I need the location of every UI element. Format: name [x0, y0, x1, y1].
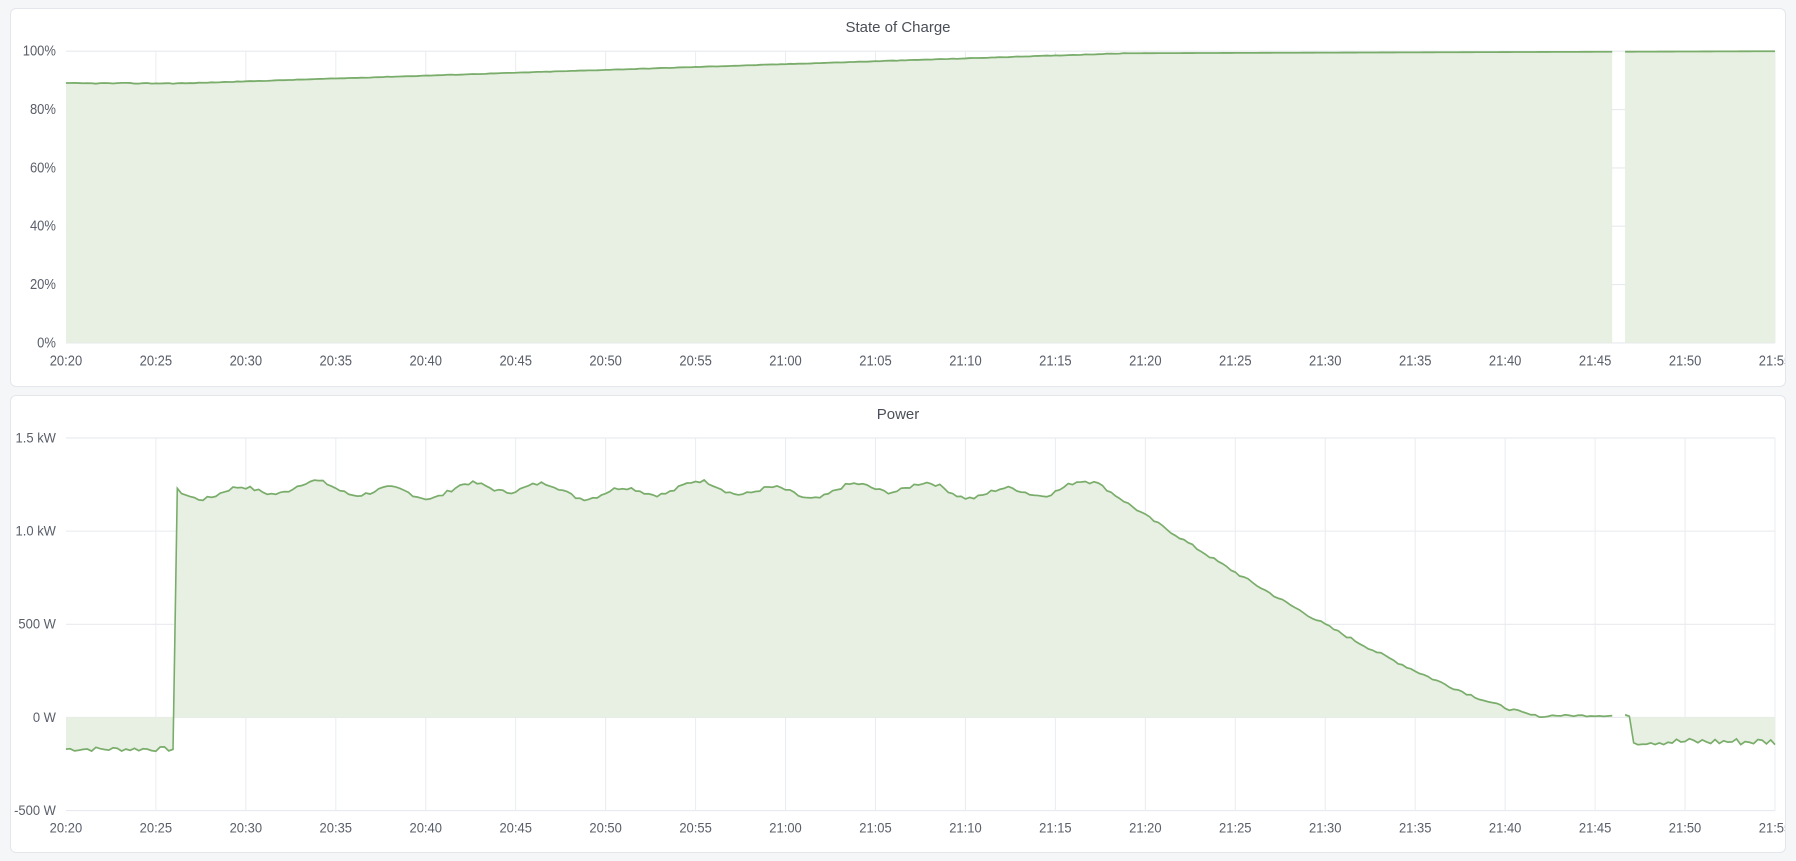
- panel-power: Power 20:20 20:25 20:30 20:35 20:40 20:45 20:5…: [10, 395, 1786, 853]
- svg-text:20:35: 20:35: [320, 353, 353, 369]
- svg-text:0%: 0%: [37, 335, 56, 351]
- svg-text:21:15: 21:15: [1039, 819, 1071, 835]
- svg-text:21:15: 21:15: [1039, 353, 1072, 369]
- svg-text:21:25: 21:25: [1219, 353, 1252, 369]
- svg-text:21:30: 21:30: [1309, 353, 1342, 369]
- svg-text:21:40: 21:40: [1489, 353, 1522, 369]
- svg-text:20:20: 20:20: [50, 353, 83, 369]
- svg-text:21:00: 21:00: [769, 353, 802, 369]
- svg-text:20:50: 20:50: [589, 353, 622, 369]
- svg-text:40%: 40%: [30, 218, 56, 234]
- svg-text:20:25: 20:25: [140, 353, 173, 369]
- svg-text:21:50: 21:50: [1669, 353, 1702, 369]
- svg-text:20:50: 20:50: [589, 819, 622, 835]
- svg-text:20:30: 20:30: [230, 353, 263, 369]
- svg-text:21:20: 21:20: [1129, 819, 1162, 835]
- chart-title-soc: State of Charge: [11, 9, 1785, 40]
- svg-text:21:10: 21:10: [949, 819, 982, 835]
- svg-text:21:45: 21:45: [1579, 353, 1612, 369]
- svg-text:21:35: 21:35: [1399, 819, 1431, 835]
- panel-state-of-charge: State of Charge 20:20 20:25 20:30 20:35 20:4…: [10, 8, 1786, 387]
- chart-canvas-power[interactable]: 20:20 20:25 20:30 20:35 20:40 20:45 20:50 20:55…: [11, 427, 1785, 843]
- dashboard-root: State of Charge 20:20 20:25 20:30 20:35 20:4…: [0, 0, 1796, 861]
- svg-text:21:10: 21:10: [949, 353, 982, 369]
- svg-text:20:45: 20:45: [499, 353, 532, 369]
- svg-text:21:55: 21:55: [1759, 353, 1785, 369]
- svg-text:21:20: 21:20: [1129, 353, 1162, 369]
- svg-text:21:35: 21:35: [1399, 353, 1432, 369]
- svg-text:21:25: 21:25: [1219, 819, 1251, 835]
- svg-text:20%: 20%: [30, 276, 56, 292]
- svg-text:20:55: 20:55: [679, 353, 712, 369]
- chart-title-power: Power: [11, 396, 1785, 427]
- svg-text:21:45: 21:45: [1579, 819, 1611, 835]
- svg-text:20:55: 20:55: [679, 819, 711, 835]
- svg-text:21:55: 21:55: [1759, 819, 1785, 835]
- svg-text:21:40: 21:40: [1489, 819, 1522, 835]
- svg-text:21:30: 21:30: [1309, 819, 1342, 835]
- svg-text:20:30: 20:30: [230, 819, 263, 835]
- svg-text:21:05: 21:05: [859, 819, 891, 835]
- svg-text:500 W: 500 W: [18, 616, 56, 632]
- svg-text:100%: 100%: [23, 43, 56, 59]
- svg-text:1.0 kW: 1.0 kW: [16, 523, 57, 539]
- svg-text:-500 W: -500 W: [14, 802, 56, 818]
- svg-text:20:40: 20:40: [410, 353, 443, 369]
- svg-text:21:00: 21:00: [769, 819, 802, 835]
- svg-text:1.5 kW: 1.5 kW: [16, 429, 57, 445]
- svg-text:80%: 80%: [30, 101, 56, 117]
- svg-text:21:05: 21:05: [859, 353, 892, 369]
- svg-text:20:40: 20:40: [409, 819, 442, 835]
- svg-text:20:35: 20:35: [320, 819, 352, 835]
- svg-text:60%: 60%: [30, 160, 56, 176]
- svg-text:20:25: 20:25: [140, 819, 172, 835]
- svg-text:20:20: 20:20: [50, 819, 83, 835]
- svg-text:0 W: 0 W: [33, 709, 56, 725]
- svg-text:21:50: 21:50: [1669, 819, 1702, 835]
- chart-canvas-soc[interactable]: 20:20 20:25 20:30 20:35 20:40 20:45 20:50 20:55…: [11, 40, 1785, 377]
- svg-text:20:45: 20:45: [499, 819, 531, 835]
